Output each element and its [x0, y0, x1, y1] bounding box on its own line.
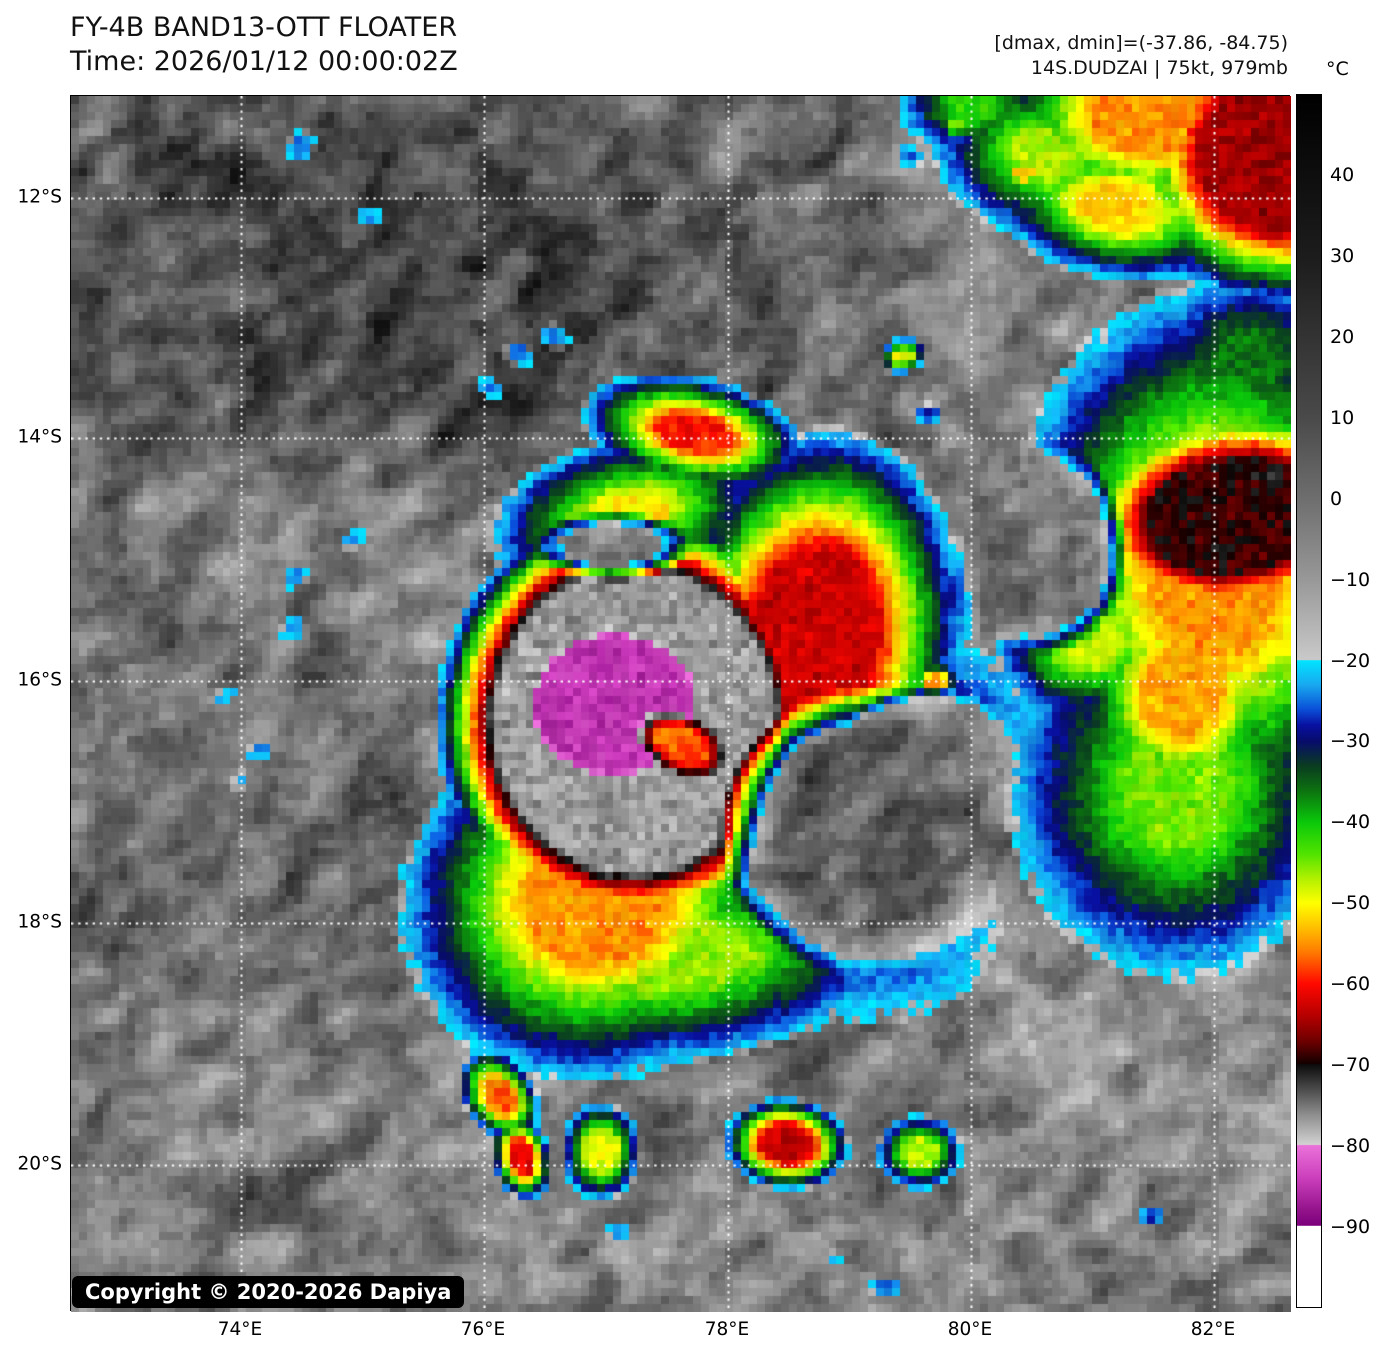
colorbar-tick-label: −70	[1330, 1054, 1371, 1077]
latitude-tick-label: 14°S	[17, 426, 62, 448]
longitude-tick-label: 74°E	[217, 1319, 263, 1340]
colorbar-tick-label: −20	[1330, 649, 1371, 672]
colorbar-tick-label: −30	[1330, 730, 1371, 753]
longitude-tick-label: 76°E	[460, 1319, 506, 1340]
page-title: FY-4B BAND13-OTT FLOATER	[70, 12, 458, 43]
latitude-tick-label: 18°S	[17, 911, 62, 933]
colorbar-tick-label: −50	[1330, 892, 1371, 915]
colorbar-tick-label: −60	[1330, 973, 1371, 996]
storm-id-intensity-label: 14S.DUDZAI | 75kt, 979mb	[1030, 57, 1288, 79]
latitude-tick-label: 16°S	[17, 669, 62, 691]
longitude-tick-label: 82°E	[1190, 1319, 1236, 1340]
colorbar-tick-label: −80	[1330, 1135, 1371, 1158]
latlon-grid-overlay	[71, 96, 1291, 1312]
latitude-tick-label: 20°S	[17, 1153, 62, 1175]
longitude-tick-label: 80°E	[947, 1319, 993, 1340]
satellite-map-frame	[70, 95, 1291, 1312]
colorbar-tick-label: −10	[1330, 568, 1371, 591]
colorbar-tick-label: 0	[1330, 487, 1343, 510]
longitude-tick-label: 78°E	[704, 1319, 750, 1340]
timestamp-label: Time: 2026/01/12 00:00:02Z	[70, 46, 458, 77]
colorbar-tick-label: −90	[1330, 1216, 1371, 1239]
colorbar-tick-label: 30	[1330, 244, 1355, 267]
storm-info-block: [dmax, dmin]=(-37.86, -84.75) 14S.DUDZAI…	[994, 31, 1288, 81]
copyright-badge: Copyright © 2020-2026 Dapiya	[72, 1276, 465, 1308]
latitude-tick-label: 12°S	[17, 186, 62, 208]
colorbar-tick-label: 20	[1330, 325, 1355, 348]
colorbar-tick-label: −40	[1330, 811, 1371, 834]
dmax-dmin-label: [dmax, dmin]=(-37.86, -84.75)	[994, 32, 1288, 54]
temperature-colorbar	[1296, 94, 1322, 1308]
colorbar-tick-label: 10	[1330, 406, 1355, 429]
colorbar-unit-label: °C	[1326, 58, 1349, 80]
colorbar-tick-label: 40	[1330, 163, 1355, 186]
